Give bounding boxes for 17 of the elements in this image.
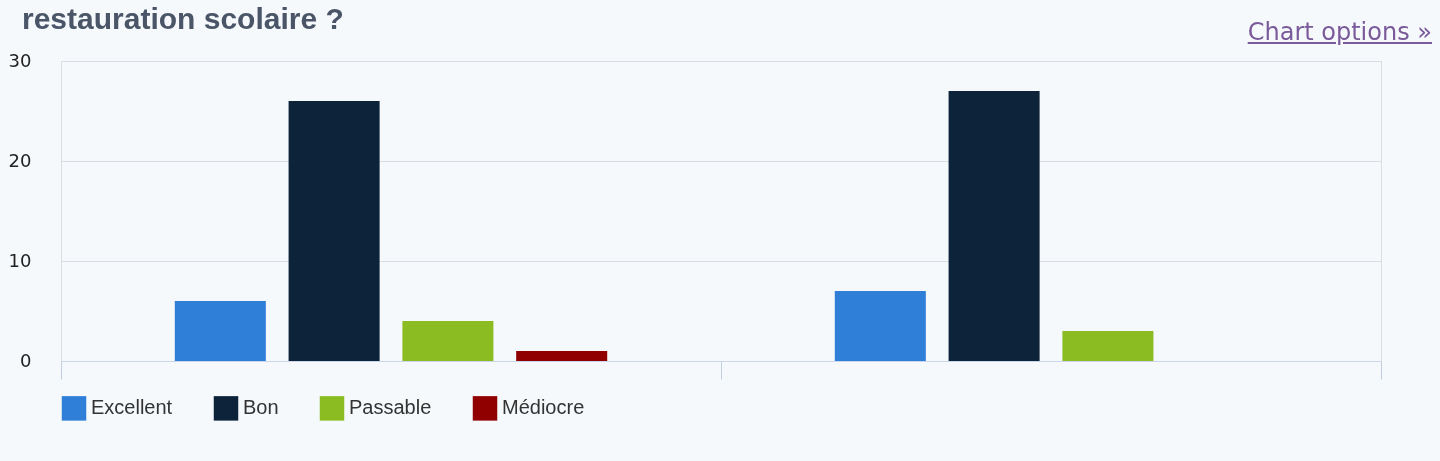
chart-title: restauration scolaire ? xyxy=(22,2,344,36)
legend-label: Bon xyxy=(243,396,279,419)
y-tick-label: 20 xyxy=(8,149,32,171)
y-tick-label: 10 xyxy=(8,249,32,271)
bar xyxy=(516,351,608,361)
bar xyxy=(288,101,380,361)
text: Chart options » xyxy=(1247,18,1432,46)
bar xyxy=(1062,331,1154,361)
y-tick-label: 30 xyxy=(8,49,32,71)
bar xyxy=(174,301,266,361)
y-tick-label: 0 xyxy=(20,349,32,371)
legend-label: Passable xyxy=(349,396,432,419)
legend-label: Excellent xyxy=(91,396,173,419)
legend-label: Médiocre xyxy=(502,396,585,419)
bar xyxy=(834,291,926,361)
bar xyxy=(402,321,494,361)
bar xyxy=(948,91,1040,361)
